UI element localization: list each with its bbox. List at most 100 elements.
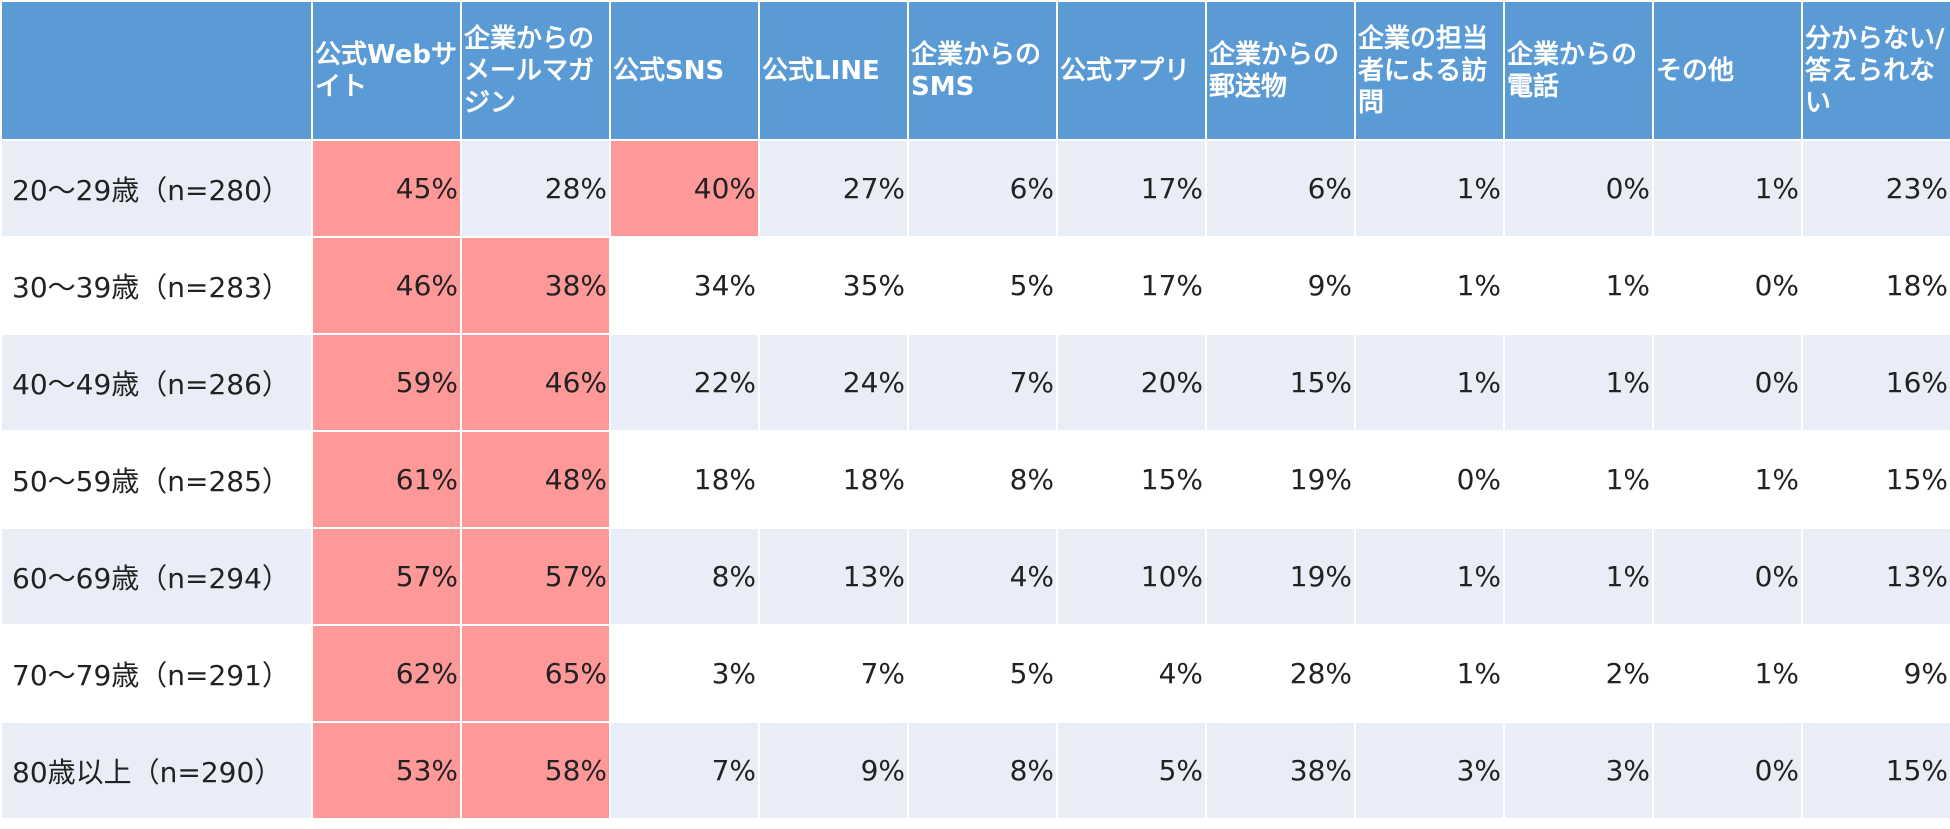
value-cell: 48%	[462, 432, 609, 527]
column-header: 公式LINE	[760, 2, 907, 139]
value-cell: 1%	[1654, 626, 1801, 721]
value-cell: 24%	[760, 335, 907, 430]
value-cell: 13%	[760, 529, 907, 624]
value-cell: 23%	[1803, 141, 1950, 236]
value-cell: 0%	[1356, 432, 1503, 527]
table-row: 70～79歳（n=291） 62% 65% 3% 7% 5% 4% 28% 1% 2% 1% 9%	[2, 626, 1950, 721]
row-label: 50～59歳（n=285）	[2, 432, 311, 527]
value-cell: 17%	[1058, 238, 1205, 333]
column-header: 企業の担当者による訪問	[1356, 2, 1503, 139]
value-cell: 28%	[462, 141, 609, 236]
row-label: 70～79歳（n=291）	[2, 626, 311, 721]
value-cell: 1%	[1356, 529, 1503, 624]
column-header: 企業からの電話	[1505, 2, 1652, 139]
value-cell: 4%	[1058, 626, 1205, 721]
value-cell: 15%	[1058, 432, 1205, 527]
value-cell: 3%	[611, 626, 758, 721]
value-cell: 3%	[1356, 723, 1503, 818]
value-cell: 5%	[1058, 723, 1205, 818]
value-cell: 0%	[1505, 141, 1652, 236]
value-cell: 38%	[1207, 723, 1354, 818]
column-header: 公式アプリ	[1058, 2, 1205, 139]
column-header: 企業からのSMS	[909, 2, 1056, 139]
value-cell: 34%	[611, 238, 758, 333]
value-cell: 46%	[462, 335, 609, 430]
row-label: 40～49歳（n=286）	[2, 335, 311, 430]
value-cell: 38%	[462, 238, 609, 333]
column-header: 企業からの郵送物	[1207, 2, 1354, 139]
header-corner-cell	[2, 2, 311, 139]
value-cell: 0%	[1654, 335, 1801, 430]
column-header: 公式Webサイト	[313, 2, 460, 139]
table-row: 80歳以上（n=290） 53% 58% 7% 9% 8% 5% 38% 3% 3% 0% 15%	[2, 723, 1950, 818]
value-cell: 7%	[909, 335, 1056, 430]
value-cell: 9%	[1803, 626, 1950, 721]
value-cell: 1%	[1505, 238, 1652, 333]
value-cell: 16%	[1803, 335, 1950, 430]
value-cell: 9%	[760, 723, 907, 818]
value-cell: 18%	[1803, 238, 1950, 333]
value-cell: 8%	[909, 432, 1056, 527]
value-cell: 62%	[313, 626, 460, 721]
column-header: 企業からのメールマガジン	[462, 2, 609, 139]
value-cell: 5%	[909, 626, 1056, 721]
value-cell: 40%	[611, 141, 758, 236]
value-cell: 2%	[1505, 626, 1652, 721]
row-label: 20～29歳（n=280）	[2, 141, 311, 236]
value-cell: 19%	[1207, 529, 1354, 624]
value-cell: 1%	[1654, 432, 1801, 527]
value-cell: 18%	[611, 432, 758, 527]
value-cell: 0%	[1654, 529, 1801, 624]
value-cell: 7%	[611, 723, 758, 818]
value-cell: 58%	[462, 723, 609, 818]
value-cell: 7%	[760, 626, 907, 721]
value-cell: 19%	[1207, 432, 1354, 527]
value-cell: 20%	[1058, 335, 1205, 430]
value-cell: 61%	[313, 432, 460, 527]
value-cell: 65%	[462, 626, 609, 721]
value-cell: 1%	[1654, 141, 1801, 236]
column-header: 分からない/答えられない	[1803, 2, 1950, 139]
value-cell: 1%	[1356, 335, 1503, 430]
value-cell: 8%	[909, 723, 1056, 818]
value-cell: 8%	[611, 529, 758, 624]
value-cell: 1%	[1505, 432, 1652, 527]
value-cell: 0%	[1654, 238, 1801, 333]
value-cell: 28%	[1207, 626, 1354, 721]
value-cell: 6%	[909, 141, 1056, 236]
value-cell: 1%	[1505, 529, 1652, 624]
value-cell: 9%	[1207, 238, 1354, 333]
table-row: 60～69歳（n=294） 57% 57% 8% 13% 4% 10% 19% 1% 1% 0% 13…	[2, 529, 1950, 624]
value-cell: 59%	[313, 335, 460, 430]
value-cell: 1%	[1356, 141, 1503, 236]
table-row: 20～29歳（n=280） 45% 28% 40% 27% 6% 17% 6% 1% 0% 1% 23…	[2, 141, 1950, 236]
value-cell: 57%	[313, 529, 460, 624]
value-cell: 46%	[313, 238, 460, 333]
table-row: 50～59歳（n=285） 61% 48% 18% 18% 8% 15% 19% 0% 1% 1% 1…	[2, 432, 1950, 527]
value-cell: 53%	[313, 723, 460, 818]
row-label: 80歳以上（n=290）	[2, 723, 311, 818]
value-cell: 22%	[611, 335, 758, 430]
value-cell: 3%	[1505, 723, 1652, 818]
value-cell: 27%	[760, 141, 907, 236]
value-cell: 1%	[1356, 626, 1503, 721]
row-label: 60～69歳（n=294）	[2, 529, 311, 624]
value-cell: 15%	[1803, 723, 1950, 818]
table-row: 30～39歳（n=283） 46% 38% 34% 35% 5% 17% 9% 1% 1% 0% 18…	[2, 238, 1950, 333]
header-row: 公式Webサイト 企業からのメールマガジン 公式SNS 公式LINE 企業からの…	[2, 2, 1950, 139]
row-label: 30～39歳（n=283）	[2, 238, 311, 333]
value-cell: 1%	[1505, 335, 1652, 430]
value-cell: 10%	[1058, 529, 1205, 624]
value-cell: 1%	[1356, 238, 1503, 333]
value-cell: 35%	[760, 238, 907, 333]
value-cell: 6%	[1207, 141, 1354, 236]
value-cell: 45%	[313, 141, 460, 236]
value-cell: 13%	[1803, 529, 1950, 624]
value-cell: 5%	[909, 238, 1056, 333]
value-cell: 15%	[1803, 432, 1950, 527]
column-header: その他	[1654, 2, 1801, 139]
value-cell: 57%	[462, 529, 609, 624]
value-cell: 17%	[1058, 141, 1205, 236]
